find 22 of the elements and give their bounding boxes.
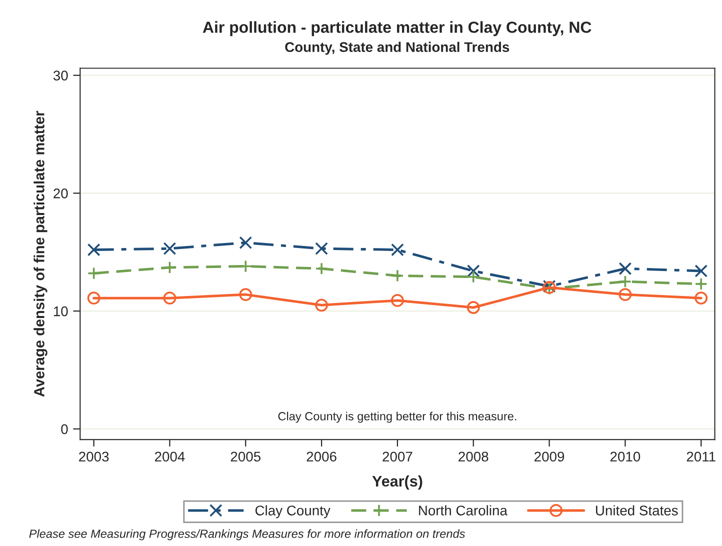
- chart-subtitle: County, State and National Trends: [285, 42, 510, 55]
- y-tick-label: 20: [54, 188, 68, 198]
- y-axis-title: Average density of fine particulate matter: [34, 110, 48, 397]
- x-tick-label: 2011: [686, 452, 716, 462]
- legend-label: United States: [596, 505, 678, 516]
- text: Please see Measuring Progress/Rankings Measures for more information on trends: [29, 529, 465, 540]
- x-axis-title: Year(s): [372, 475, 422, 490]
- x-tick-label: 2007: [382, 452, 412, 462]
- y-tick-label: 30: [53, 70, 68, 80]
- legend-label: Clay County: [255, 505, 330, 518]
- annotation: Clay County is getting better for this measure.: [278, 412, 516, 423]
- y-tick-label: 0: [61, 424, 68, 434]
- x-tick-label: 2004: [154, 452, 185, 462]
- chart-title: Air pollution - particulate matter in Clay County, NC: [202, 21, 592, 36]
- x-tick-label: 2009: [534, 452, 564, 462]
- legend-label: North Carolina: [419, 505, 508, 516]
- x-tick-label: 2008: [458, 452, 488, 462]
- x-tick-label: 2010: [610, 452, 640, 462]
- x-tick-label: 2003: [79, 452, 109, 462]
- x-tick-label: 2005: [230, 452, 260, 462]
- x-tick-label: 2006: [306, 452, 336, 462]
- y-tick-label: 10: [54, 306, 68, 316]
